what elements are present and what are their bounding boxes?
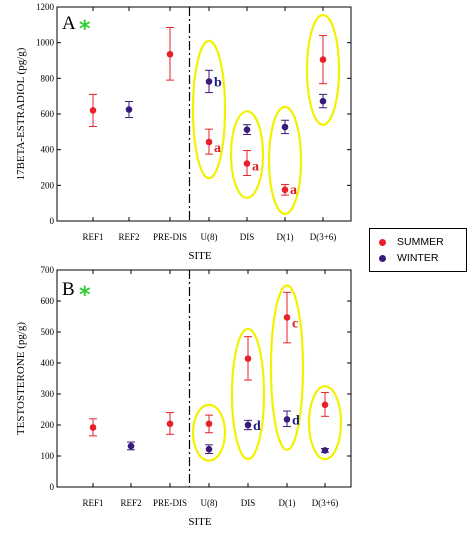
panel-a-x-tick-label: D(3+6) — [310, 232, 337, 242]
legend-marker-summer — [379, 238, 386, 246]
panel-a-summer-point — [243, 160, 251, 167]
panel-a-highlight-ellipse — [229, 110, 265, 199]
panel-b-y-tick-label: 600 — [41, 296, 55, 306]
panel-a-summer-point — [89, 107, 97, 114]
panel-b-significance-letter: d — [292, 413, 300, 428]
panel-b-y-tick-label: 400 — [41, 358, 55, 368]
panel-b-x-tick-label: REF2 — [120, 498, 141, 508]
panel-a-y-tick-label: 0 — [50, 216, 55, 226]
panel-a-significance-letter: a — [290, 183, 297, 198]
panel-a-y-axis-label: 17BETA-ESTRADIOL (pg/g) — [15, 47, 27, 180]
panel-b-significance-letter: d — [253, 419, 261, 434]
legend-item-winter: WINTER — [379, 251, 438, 265]
panel-b-x-tick-label: U(8) — [201, 498, 218, 508]
legend-label-winter: WINTER — [397, 252, 439, 265]
panel-b-y-tick-label: 700 — [41, 265, 55, 275]
panel-a-winter-point — [125, 106, 133, 113]
panel-b-summer-point — [321, 401, 329, 409]
panel-b-highlight-ellipse — [307, 385, 343, 461]
panel-b-y-tick-label: 200 — [41, 420, 55, 430]
panel-a-x-tick-label: U(8) — [201, 232, 218, 242]
panel-b-x-axis-label: SITE — [188, 516, 212, 528]
panel-b-x-tick-label: DIS — [241, 498, 256, 508]
panel-b-y-tick-label: 500 — [41, 327, 55, 337]
panel-a-significance-letter: a — [252, 160, 259, 175]
panel-b-x-tick-label: D(1) — [279, 498, 296, 508]
panel-a-winter-point — [319, 97, 327, 105]
panel-a-x-tick-label: DIS — [240, 232, 255, 242]
panel-b-winter-point — [321, 447, 329, 454]
panel-b-winter-point — [205, 445, 213, 453]
panel-a-significance-letter: a — [214, 141, 221, 156]
panel-a-summer-point — [166, 50, 174, 58]
panel-b-significance-letter: c — [292, 317, 298, 332]
panel-b-summer-point — [283, 314, 291, 321]
panel-b-significance-star: * — [79, 283, 91, 308]
panel-a-y-tick-label: 1200 — [36, 2, 55, 12]
panel-b-x-tick-label: REF1 — [82, 498, 103, 508]
panel-b-highlight-ellipse — [269, 284, 305, 451]
panel-a-winter-point — [243, 126, 251, 133]
panel-b-winter-point — [283, 416, 291, 423]
panel-b-summer-point — [205, 420, 213, 428]
panel-a-summer-point — [319, 56, 327, 63]
panel-a-y-tick-label: 800 — [41, 73, 55, 83]
legend-label-summer: SUMMER — [397, 236, 444, 249]
panel-b-summer-point — [166, 420, 174, 428]
panel-b-summer-point — [89, 424, 97, 431]
panel-a-highlight-ellipse — [305, 13, 341, 126]
panel-b-winter-point — [244, 421, 252, 429]
panel-b-y-tick-label: 300 — [41, 389, 55, 399]
panel-b-winter-point — [127, 442, 135, 450]
panel-a-y-tick-label: 400 — [41, 145, 55, 155]
panel-b-highlight-ellipse — [230, 327, 266, 461]
panel-b-x-tick-label: D(3+6) — [312, 498, 339, 508]
panel-b-y-axis-label: TESTOSTERONE (pg/g) — [15, 322, 27, 435]
panel-a-summer-point — [281, 186, 289, 194]
panel-b-y-tick-label: 0 — [50, 482, 55, 492]
panel-b-summer-point — [244, 355, 252, 362]
panel-b-highlight-ellipse — [191, 403, 227, 462]
legend: SUMMER WINTER — [369, 228, 467, 272]
panel-a-x-tick-label: D(1) — [277, 232, 294, 242]
panel-a-winter-point — [281, 123, 289, 131]
panel-a-significance-letter: b — [214, 76, 222, 91]
panel-a-significance-star: * — [79, 17, 91, 42]
panel-a-highlight-ellipse — [267, 105, 303, 215]
panel-a-panel-label: A — [62, 13, 76, 34]
panel-b-panel-label: B — [62, 279, 75, 300]
legend-item-summer: SUMMER — [379, 235, 444, 249]
panel-a-y-tick-label: 1000 — [36, 38, 55, 48]
panel-a-x-axis-label: SITE — [188, 250, 212, 262]
panel-a-plot-frame — [56, 6, 352, 222]
panel-a-x-tick-label: REF2 — [118, 232, 139, 242]
panel-a-y-tick-label: 200 — [41, 180, 55, 190]
legend-marker-winter — [379, 254, 386, 262]
panel-a-x-tick-label: REF1 — [82, 232, 103, 242]
panel-b-x-tick-label: PRE-DIS — [153, 498, 187, 508]
panel-b-y-tick-label: 100 — [41, 451, 55, 461]
panel-a-x-tick-label: PRE-DIS — [153, 232, 187, 242]
panel-b-plot-frame — [56, 269, 352, 488]
panel-a-summer-point — [205, 138, 213, 146]
panel-a-highlight-ellipse — [191, 39, 227, 180]
panel-a-y-tick-label: 600 — [41, 109, 55, 119]
panel-a-winter-point — [205, 78, 213, 85]
